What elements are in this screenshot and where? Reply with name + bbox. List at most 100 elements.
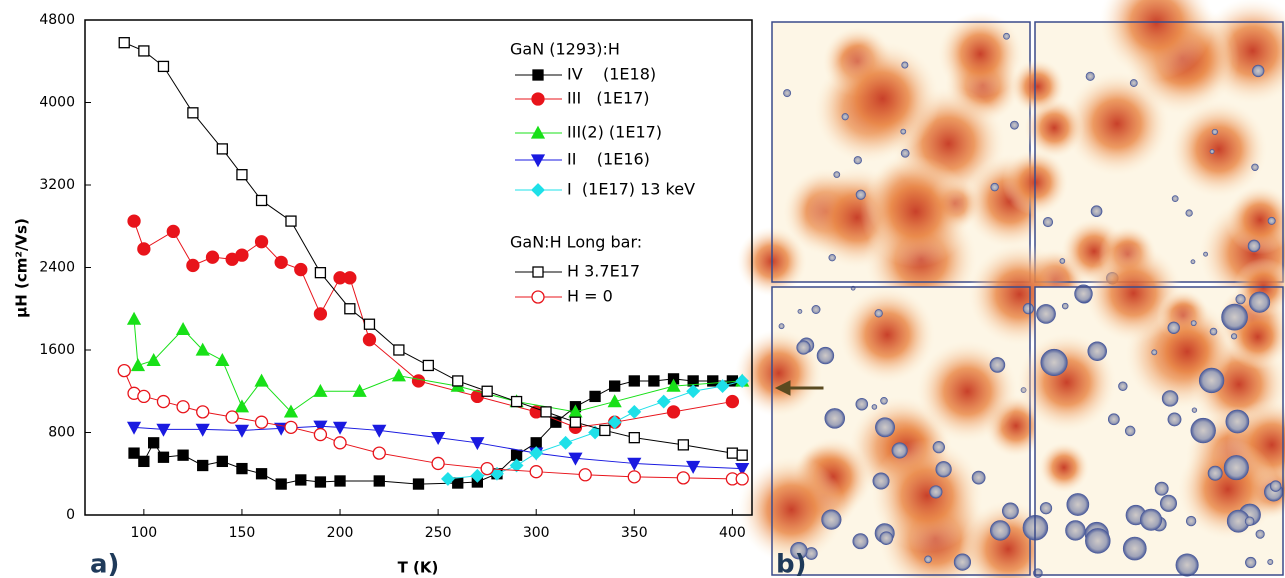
legend-label: IV (1E18) — [567, 65, 656, 84]
cluster — [953, 553, 972, 571]
y-tick-label: 800 — [48, 425, 75, 441]
marker — [195, 342, 210, 356]
y-tick-label: 4800 — [39, 12, 75, 28]
cluster — [1167, 321, 1180, 334]
cluster — [1203, 251, 1209, 257]
cluster — [1085, 528, 1111, 554]
cluster — [1061, 302, 1069, 310]
orange-region — [737, 455, 846, 564]
marker — [166, 224, 180, 239]
marker — [666, 378, 681, 392]
x-tick-label: 350 — [621, 525, 648, 541]
legend-label: III (1E17) — [567, 89, 650, 108]
cluster — [1167, 412, 1182, 427]
cluster — [880, 396, 888, 405]
cluster — [778, 323, 785, 330]
marker — [333, 436, 347, 450]
marker — [196, 405, 210, 419]
y-tick-label: 2400 — [39, 260, 75, 276]
cluster — [900, 148, 910, 158]
marker — [725, 394, 740, 409]
orange-region — [1038, 441, 1090, 494]
marker — [609, 380, 621, 392]
cluster — [1009, 120, 1019, 130]
cluster — [811, 305, 821, 314]
marker — [313, 307, 328, 321]
marker — [225, 410, 239, 424]
cluster — [1269, 480, 1282, 492]
marker — [411, 374, 426, 388]
cluster — [1003, 32, 1010, 40]
cluster — [855, 189, 866, 200]
cluster — [828, 254, 836, 262]
marker — [313, 383, 328, 397]
marker — [156, 394, 171, 409]
y-tick-label: 0 — [66, 507, 75, 523]
cluster — [1185, 515, 1197, 527]
cluster — [1198, 367, 1225, 394]
marker — [412, 478, 425, 490]
legend-title: GaN:H Long bar: — [510, 233, 642, 252]
marker — [509, 458, 524, 473]
marker — [431, 456, 445, 471]
marker — [569, 416, 582, 428]
marker — [707, 375, 719, 387]
x-tick-label: 400 — [719, 525, 746, 541]
cluster — [879, 531, 894, 545]
marker — [216, 455, 228, 468]
cluster — [1209, 149, 1215, 154]
legend-marker — [531, 92, 545, 106]
marker — [176, 400, 190, 414]
marker — [313, 420, 328, 434]
marker — [510, 395, 523, 408]
cluster — [1040, 348, 1068, 377]
cluster — [797, 309, 803, 314]
cluster — [1221, 303, 1248, 331]
marker — [137, 389, 151, 404]
marker — [234, 424, 250, 438]
marker — [628, 432, 640, 444]
cluster — [1059, 258, 1066, 264]
cluster — [1161, 390, 1179, 407]
x-tick-label: 200 — [327, 525, 354, 541]
orange-region — [1099, 0, 1214, 80]
cluster — [989, 357, 1006, 373]
cluster — [1191, 407, 1198, 413]
marker — [352, 383, 367, 397]
cluster — [1223, 455, 1249, 481]
cluster — [1175, 553, 1199, 577]
cluster — [1171, 195, 1179, 203]
marker — [127, 214, 141, 228]
y-tick-label: 4000 — [39, 95, 75, 111]
marker — [480, 461, 494, 476]
marker — [677, 439, 689, 451]
legend-marker — [532, 69, 544, 81]
marker — [726, 447, 739, 459]
cluster — [901, 61, 909, 69]
cluster — [1225, 409, 1250, 434]
marker — [236, 462, 248, 475]
marker — [130, 358, 146, 372]
cluster — [1185, 209, 1193, 217]
cluster — [1151, 349, 1158, 356]
cluster — [1065, 520, 1086, 541]
series-line — [133, 220, 733, 428]
x-tick-label: 100 — [130, 525, 157, 541]
marker — [255, 468, 268, 480]
cluster — [1087, 341, 1107, 361]
marker — [686, 384, 701, 399]
y-tick-label: 1600 — [39, 342, 75, 358]
legend-marker — [531, 183, 545, 197]
x-tick-label: 300 — [523, 525, 550, 541]
cluster — [891, 442, 908, 459]
marker — [344, 303, 356, 315]
cluster — [990, 182, 999, 192]
marker — [235, 248, 249, 262]
panel-label: b) — [776, 550, 807, 578]
x-tick-label: 250 — [425, 525, 452, 541]
marker — [362, 333, 377, 347]
legend-marker — [532, 266, 544, 278]
orange-region — [916, 340, 1019, 443]
cluster — [1190, 417, 1216, 444]
